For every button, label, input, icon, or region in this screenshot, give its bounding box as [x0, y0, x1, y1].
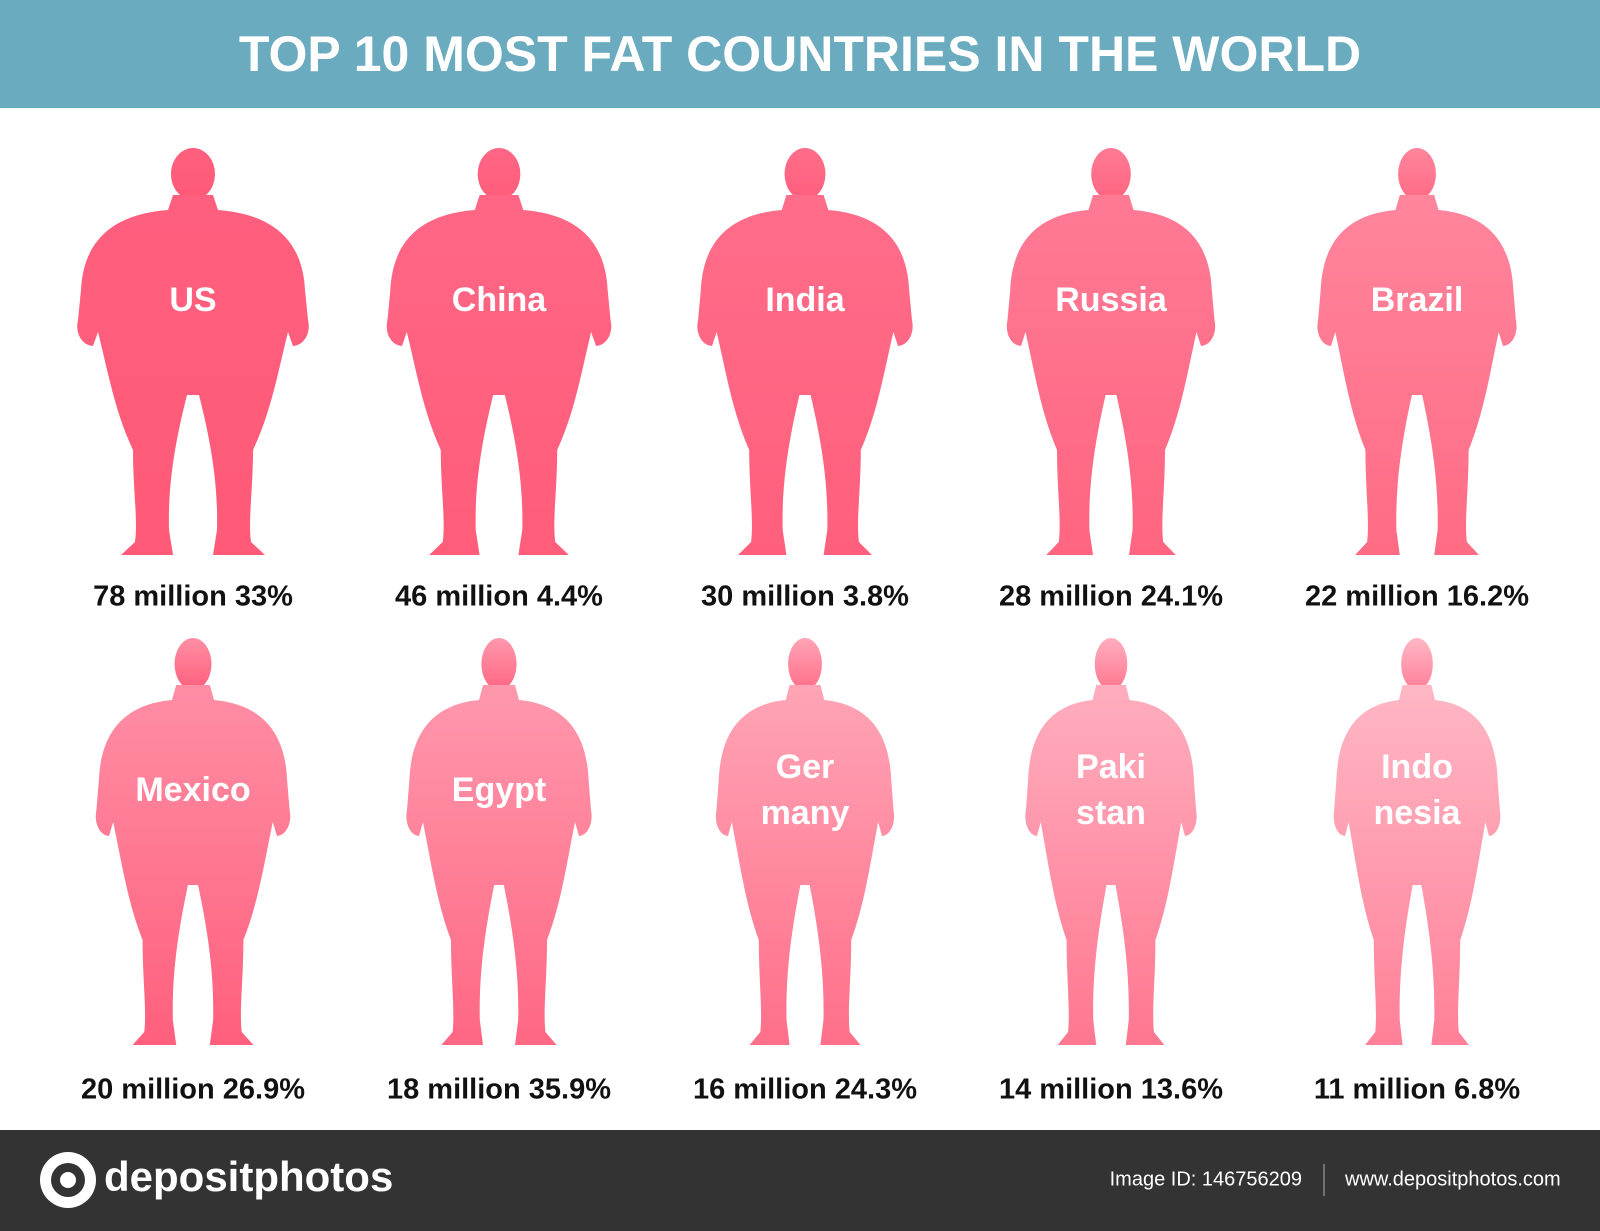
- country-label: Indo: [1381, 748, 1453, 786]
- image-id: Image ID: 146756209: [1110, 1168, 1302, 1190]
- country-label: China: [452, 281, 548, 319]
- silhouette: [95, 638, 291, 1045]
- caption: 46 million 4.4%: [395, 581, 603, 613]
- caption: 16 million 24.3%: [693, 1074, 917, 1106]
- website: www.depositphotos.com: [1344, 1168, 1561, 1190]
- title: TOP 10 MOST FAT COUNTRIES IN THE WORLD: [239, 26, 1361, 82]
- silhouette: [697, 148, 913, 555]
- silhouette: [386, 148, 612, 555]
- silhouette: [1333, 638, 1501, 1045]
- country-item: Indo nesia 11 million 6.8%: [1314, 638, 1521, 1106]
- country-item: Brazil 22 million 16.2%: [1305, 148, 1529, 613]
- country-item: Mexico 20 million 26.9%: [81, 638, 305, 1106]
- logo-text: depositphotos: [104, 1153, 393, 1200]
- country-label: India: [765, 281, 845, 319]
- country-label: Paki: [1076, 748, 1146, 786]
- country-label: Russia: [1055, 281, 1168, 319]
- caption: 28 million 24.1%: [999, 581, 1223, 613]
- footer-bar: [0, 1130, 1600, 1231]
- country-item: Egypt 18 million 35.9%: [387, 638, 611, 1106]
- country-item: Paki stan 14 million 13.6%: [999, 638, 1223, 1106]
- caption: 78 million 33%: [93, 581, 293, 613]
- caption: 11 million 6.8%: [1314, 1074, 1521, 1106]
- silhouette: [1006, 148, 1216, 555]
- country-label: Egypt: [452, 771, 546, 809]
- country-item: US 78 million 33%: [77, 148, 309, 613]
- country-label: Brazil: [1371, 281, 1464, 319]
- country-item: India 30 million 3.8%: [697, 148, 913, 613]
- caption: 18 million 35.9%: [387, 1074, 611, 1106]
- country-item: China 46 million 4.4%: [386, 148, 612, 613]
- country-label: stan: [1076, 794, 1146, 832]
- caption: 20 million 26.9%: [81, 1074, 305, 1106]
- silhouette: [715, 638, 895, 1045]
- country-label: Mexico: [135, 771, 250, 809]
- country-label: Ger: [776, 748, 835, 786]
- country-label: US: [169, 281, 216, 319]
- caption: 30 million 3.8%: [701, 581, 909, 613]
- silhouette: [406, 638, 592, 1045]
- silhouette: [1025, 638, 1197, 1045]
- logo-icon: [40, 1152, 96, 1208]
- country-label: many: [761, 794, 850, 832]
- silhouette: [1317, 148, 1517, 555]
- header-bar: [0, 0, 1600, 108]
- caption: 22 million 16.2%: [1305, 581, 1529, 613]
- country-label: nesia: [1374, 794, 1462, 832]
- country-item: Ger many 16 million 24.3%: [693, 638, 917, 1106]
- silhouette: [77, 148, 309, 555]
- country-item: Russia 28 million 24.1%: [999, 148, 1223, 613]
- caption: 14 million 13.6%: [999, 1074, 1223, 1106]
